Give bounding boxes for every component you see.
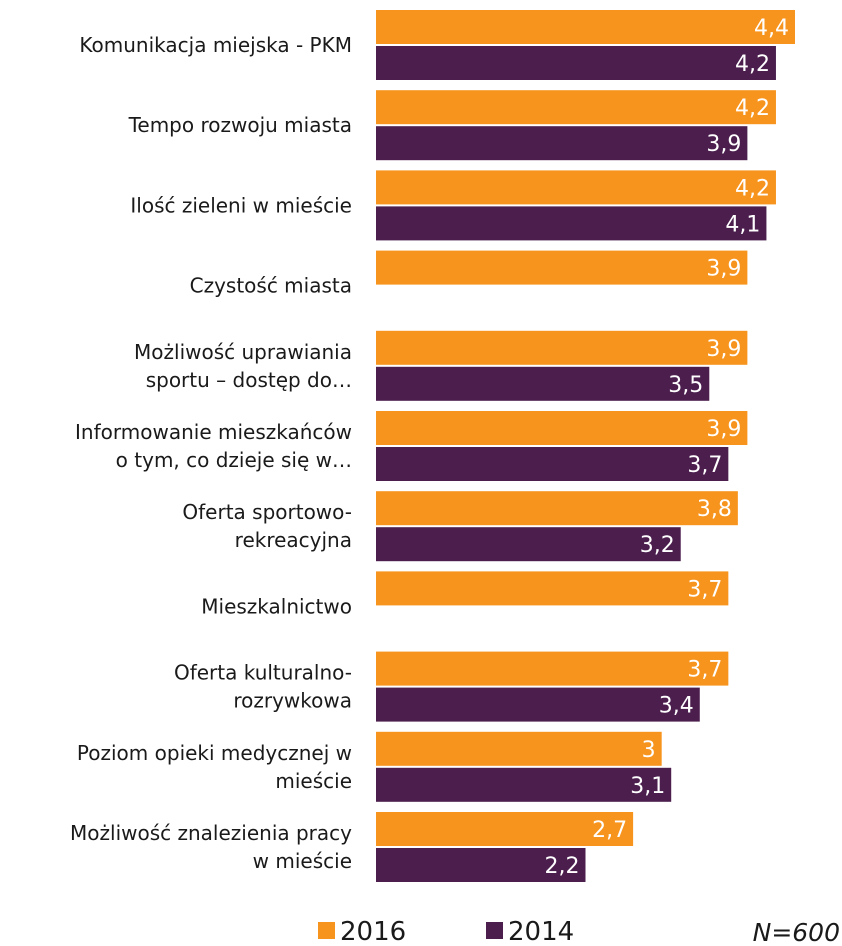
legend: 2016 2014 xyxy=(318,917,574,946)
data-label-2016: 4,4 xyxy=(754,16,789,41)
bar-2016 xyxy=(376,90,776,125)
category-label: Oferta kulturalno-rozrywkowa xyxy=(174,661,352,713)
bar-2014 xyxy=(376,527,681,562)
bar-2014 xyxy=(376,206,767,241)
data-label-2016: 4,2 xyxy=(735,96,770,121)
data-label-2014: 3,2 xyxy=(640,533,675,558)
category-labels: Komunikacja miejska - PKM Tempo rozwoju m… xyxy=(70,33,352,873)
category-label: Mieszkalnictwo xyxy=(201,594,352,618)
bar-2016 xyxy=(376,250,748,285)
category-label: Ilość zieleni w mieście xyxy=(130,193,352,217)
bar-2014 xyxy=(376,767,672,802)
category-label: Możliwość uprawiania sportu – dostęp do… xyxy=(134,340,352,392)
bars xyxy=(376,10,795,882)
category-label: Poziom opieki medycznej w mieście xyxy=(77,741,352,793)
value-labels: 4,44,24,23,94,24,13,93,93,53,93,73,83,23… xyxy=(545,16,790,879)
category-label: Tempo rozwoju miasta xyxy=(128,113,352,137)
data-label-2016: 3,7 xyxy=(687,658,722,683)
bar-2016 xyxy=(376,812,634,846)
bar-2014 xyxy=(376,447,729,481)
data-label-2016: 3,8 xyxy=(697,497,732,522)
data-label-2016: 4,2 xyxy=(735,176,770,201)
bar-2016 xyxy=(376,10,795,44)
bar-2016 xyxy=(376,411,748,445)
bar-2014 xyxy=(376,46,776,80)
bar-2016 xyxy=(376,170,776,205)
legend-swatch-2016 xyxy=(318,922,335,939)
data-label-2014: 3,1 xyxy=(630,774,665,799)
data-label-2014: 3,7 xyxy=(687,453,722,478)
bar-2014 xyxy=(376,126,748,161)
bar-2014 xyxy=(376,848,586,882)
data-label-2016: 3,9 xyxy=(706,337,741,362)
legend-swatch-2014 xyxy=(486,922,503,939)
data-label-2016: 3,7 xyxy=(687,577,722,602)
category-label: Możliwość znalezienia pracy w mieście xyxy=(70,821,352,873)
data-label-2014: 3,5 xyxy=(668,373,703,398)
bar-2014 xyxy=(376,687,700,722)
data-label-2014: 2,2 xyxy=(545,854,580,879)
sample-size-note: N=600 xyxy=(753,918,840,946)
data-label-2016: 3,9 xyxy=(706,417,741,442)
category-label: Czystość miasta xyxy=(190,274,352,298)
bar-2016 xyxy=(376,651,729,686)
data-label-2016: 3 xyxy=(642,738,656,763)
bar-2016 xyxy=(376,491,738,526)
data-label-2016: 3,9 xyxy=(706,257,741,282)
category-label: Informowanie mieszkańców o tym, co dzieje… xyxy=(75,420,352,472)
data-label-2016: 2,7 xyxy=(592,818,627,843)
data-label-2014: 4,1 xyxy=(725,212,760,237)
data-label-2014: 3,9 xyxy=(706,132,741,157)
bar-2016 xyxy=(376,571,729,606)
bar-2014 xyxy=(376,366,710,401)
legend-label-2016: 2016 xyxy=(340,917,406,946)
data-label-2014: 3,4 xyxy=(659,694,694,719)
bar-2016 xyxy=(376,731,662,766)
bar-2016 xyxy=(376,330,748,365)
legend-label-2014: 2014 xyxy=(508,917,574,946)
category-label: Oferta sportowo-rekreacyjna xyxy=(182,500,352,552)
data-label-2014: 4,2 xyxy=(735,52,770,77)
category-label: Komunikacja miejska - PKM xyxy=(79,33,352,57)
